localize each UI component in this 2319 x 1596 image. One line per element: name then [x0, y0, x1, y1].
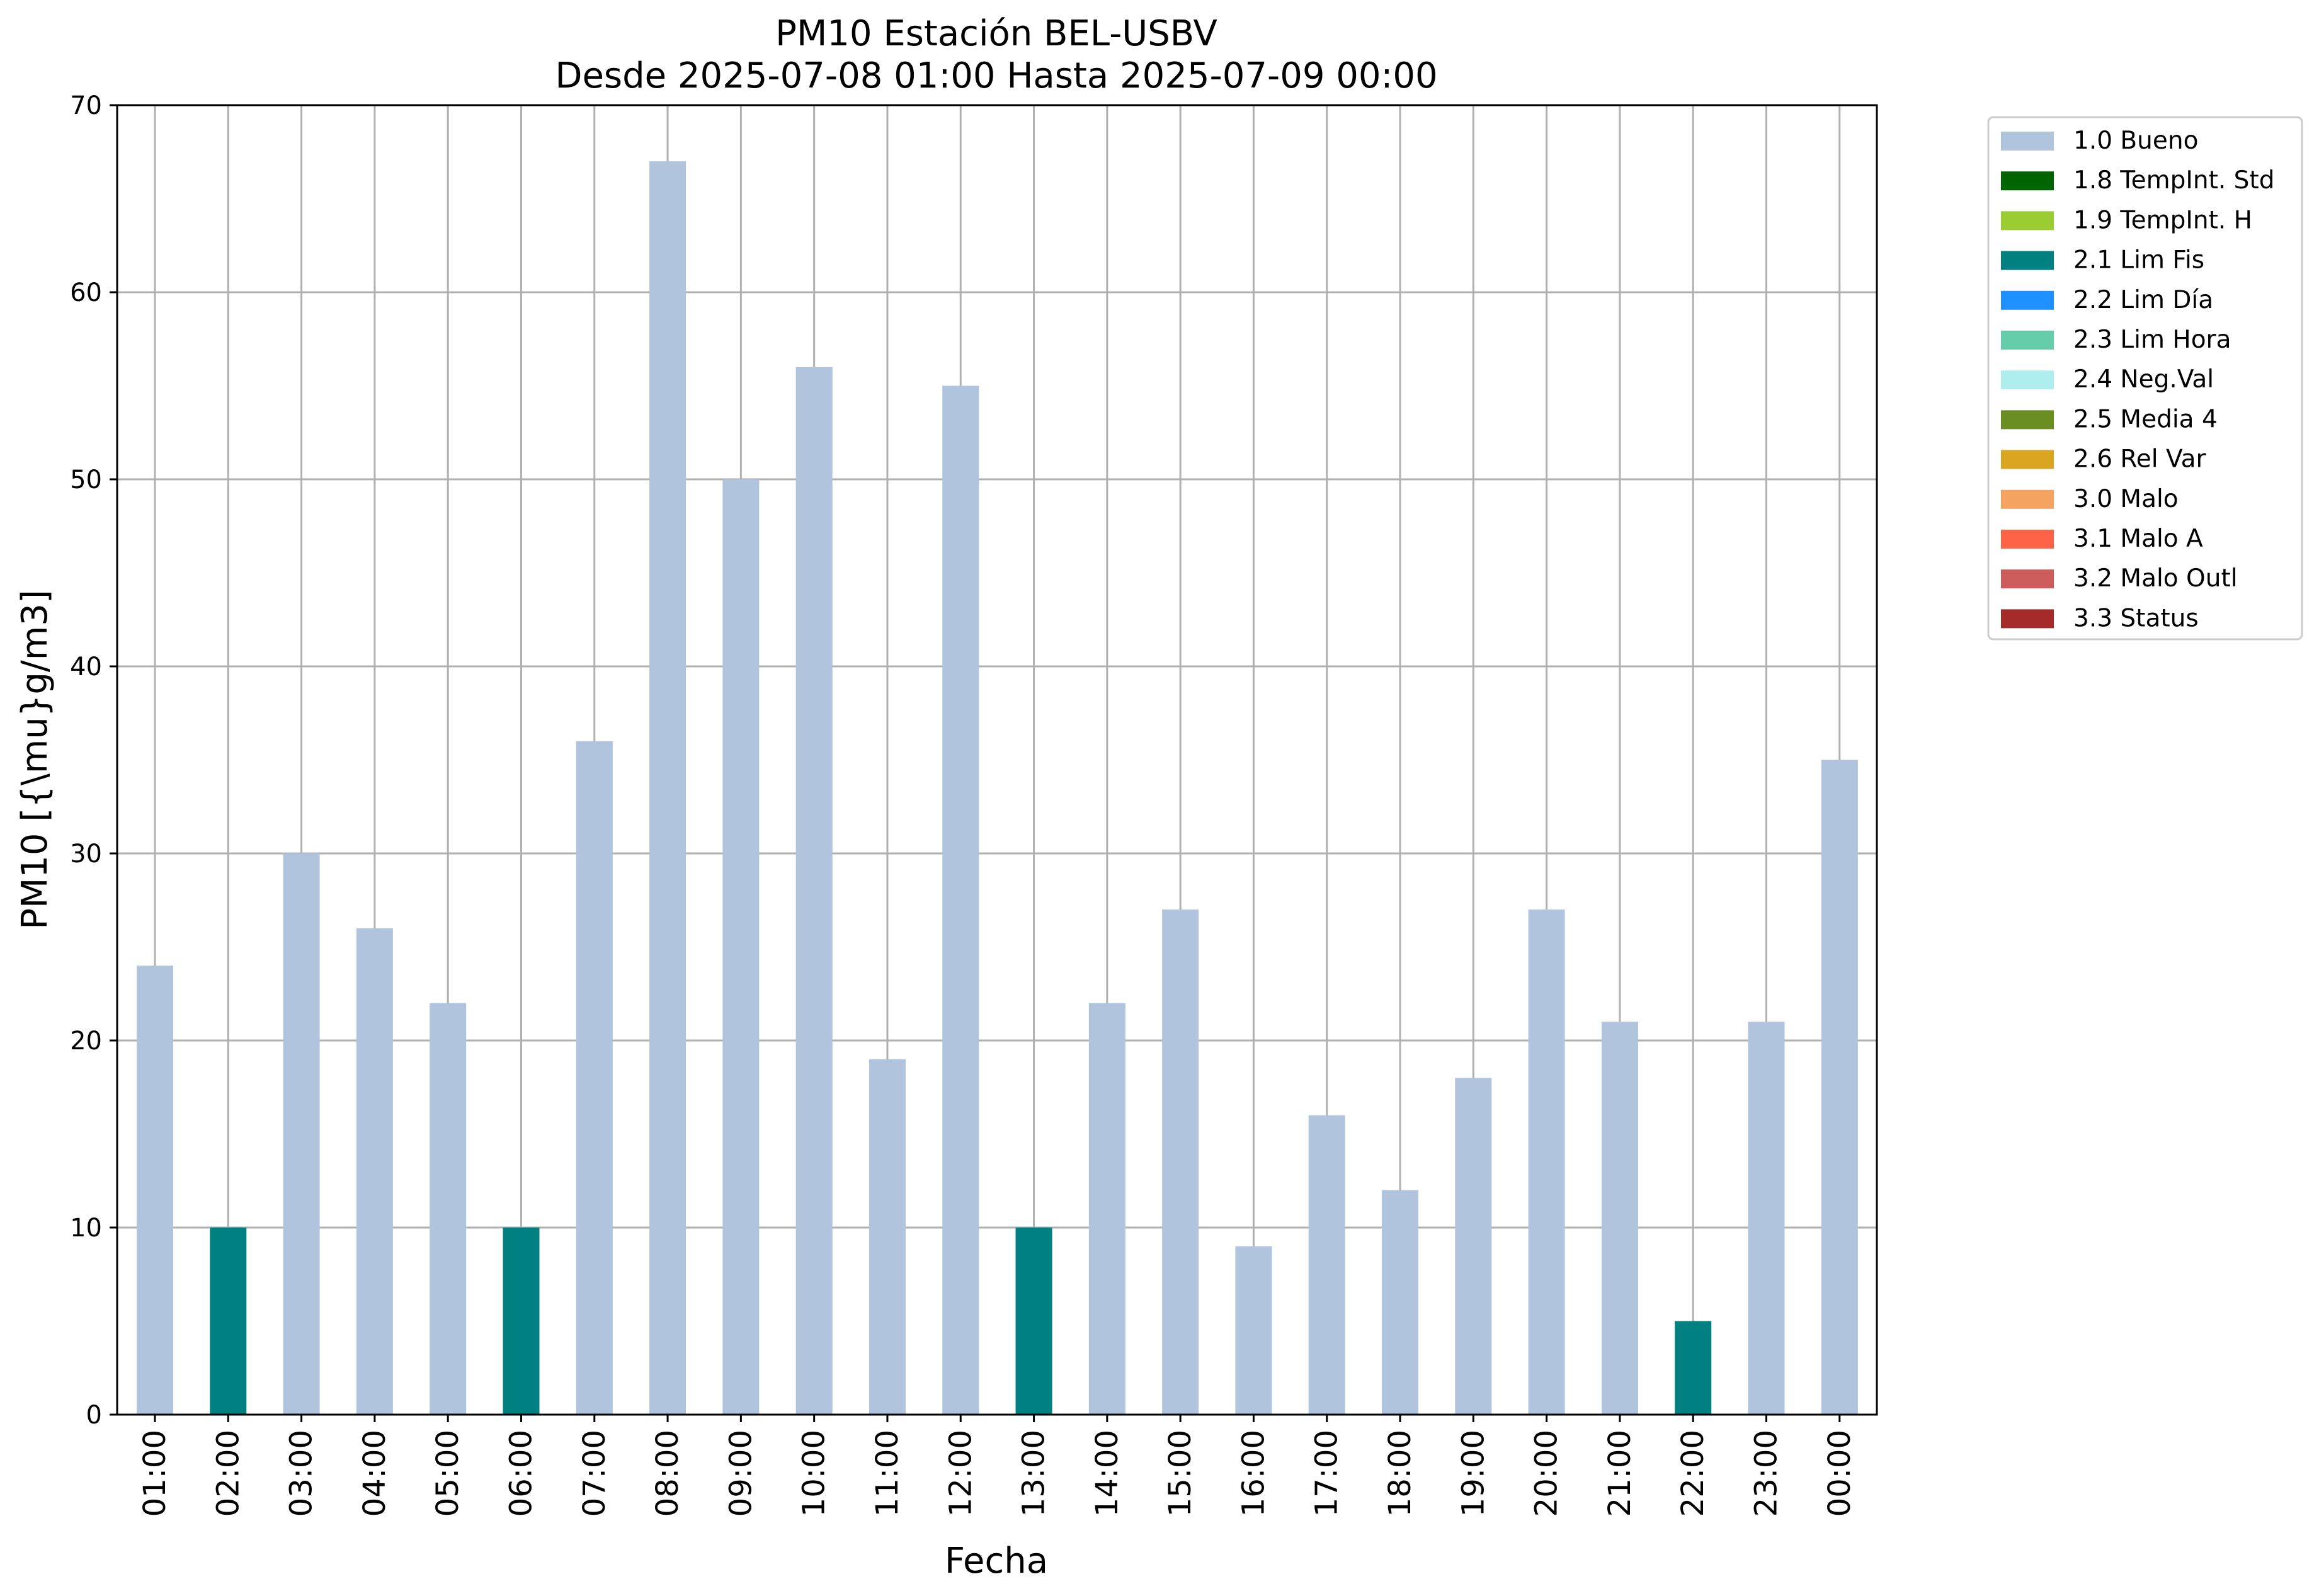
legend-swatch	[2001, 609, 2054, 629]
bar	[1088, 1003, 1125, 1415]
legend-swatch	[2001, 132, 2054, 151]
bar	[283, 853, 320, 1415]
x-tick-label: 17:00	[1309, 1430, 1345, 1517]
bar	[722, 479, 760, 1415]
bar	[1821, 760, 1858, 1415]
y-tick-label: 0	[86, 1401, 102, 1430]
legend-frame	[1987, 116, 2303, 641]
legend-label: 2.4 Neg.Val	[2073, 365, 2214, 394]
x-tick-label: 00:00	[1822, 1430, 1857, 1517]
x-tick-label: 19:00	[1456, 1430, 1491, 1517]
x-tick-label: 02:00	[210, 1430, 246, 1517]
bar	[649, 161, 687, 1415]
bar	[1748, 1022, 1785, 1415]
legend-label: 2.6 Rel Var	[2073, 445, 2207, 474]
x-tick-label: 14:00	[1090, 1430, 1125, 1517]
legend-label: 1.8 TempInt. Std	[2073, 166, 2274, 195]
y-tick-label: 20	[70, 1027, 102, 1056]
x-tick-label: 10:00	[797, 1430, 832, 1517]
x-tick-label: 21:00	[1602, 1430, 1638, 1517]
bar	[576, 741, 613, 1415]
bar	[503, 1228, 540, 1415]
x-tick-label: 22:00	[1675, 1430, 1711, 1517]
y-tick-label: 70	[70, 91, 102, 120]
x-tick-label: 03:00	[284, 1430, 319, 1517]
bar	[1382, 1190, 1419, 1415]
x-tick-label: 05:00	[430, 1430, 465, 1517]
y-tick-label: 10	[70, 1214, 102, 1243]
x-tick-label: 23:00	[1749, 1430, 1784, 1517]
legend-swatch	[2001, 251, 2054, 270]
bar	[1162, 909, 1199, 1415]
x-tick-label: 06:00	[503, 1430, 538, 1517]
x-tick-label: 11:00	[870, 1430, 905, 1517]
bar	[1675, 1321, 1712, 1415]
y-axis-ticks: 0 10 20 30 40 50 60 70	[70, 91, 117, 1430]
legend-label: 2.5 Media 4	[2073, 405, 2218, 433]
legend-swatch	[2001, 171, 2054, 191]
legend-swatch	[2001, 410, 2054, 430]
x-tick-label: 20:00	[1529, 1430, 1564, 1517]
bar	[1308, 1115, 1345, 1415]
bar	[1601, 1022, 1638, 1415]
legend-label: 3.0 Malo	[2073, 485, 2179, 513]
legend-label: 2.2 Lim Día	[2073, 286, 2213, 314]
x-tick-label: 01:00	[137, 1430, 173, 1517]
bars-group	[137, 161, 1858, 1415]
bar	[210, 1228, 247, 1415]
legend-swatch	[2001, 211, 2054, 231]
x-tick-label: 16:00	[1236, 1430, 1271, 1517]
legend-label: 3.3 Status	[2073, 604, 2199, 632]
x-tick-label: 15:00	[1163, 1430, 1198, 1517]
bar	[942, 385, 979, 1415]
bar	[356, 928, 393, 1415]
bar	[1455, 1078, 1492, 1415]
x-tick-label: 04:00	[357, 1430, 392, 1517]
x-tick-label: 07:00	[577, 1430, 612, 1517]
x-tick-label: 09:00	[723, 1430, 758, 1517]
x-axis-label: Fecha	[945, 1541, 1048, 1582]
bar	[1235, 1246, 1272, 1415]
y-tick-label: 50	[70, 465, 102, 494]
bar	[137, 966, 173, 1415]
legend-swatch	[2001, 370, 2054, 390]
legend-label: 3.2 Malo Outl	[2073, 564, 2238, 593]
bar	[1015, 1228, 1052, 1415]
y-axis-label: PM10 [{\mu}g/m3]	[14, 590, 55, 930]
legend-swatch	[2001, 331, 2054, 350]
x-tick-label: 18:00	[1382, 1430, 1418, 1517]
legend-label: 1.9 TempInt. H	[2073, 206, 2252, 234]
bar	[1528, 909, 1565, 1415]
legend-swatch	[2001, 290, 2054, 310]
bar	[430, 1003, 467, 1415]
legend-label: 2.1 Lim Fis	[2073, 246, 2204, 275]
bar	[795, 367, 833, 1415]
legend-label: 1.0 Bueno	[2073, 127, 2198, 155]
chart-title: PM10 Estación BEL-USBV	[775, 13, 1217, 54]
legend-swatch	[2001, 450, 2054, 469]
legend-label: 3.1 Malo A	[2073, 525, 2203, 553]
x-tick-label: 08:00	[650, 1430, 685, 1517]
legend: 1.0 Bueno 1.8 TempInt. Std 1.9 TempInt. H 2…	[1987, 116, 2303, 641]
legend-label: 2.3 Lim Hora	[2073, 326, 2231, 354]
legend-swatch	[2001, 530, 2054, 549]
y-tick-label: 30	[70, 840, 102, 869]
bar	[869, 1059, 906, 1415]
x-tick-label: 13:00	[1017, 1430, 1052, 1517]
chart-subtitle: Desde 2025-07-08 01:00 Hasta 2025-07-09 …	[555, 55, 1437, 96]
legend-swatch	[2001, 569, 2054, 589]
x-tick-label: 12:00	[943, 1430, 978, 1517]
x-axis-ticks: 01:00 02:00 03:00 04:00 05:00 06:00 07:00 08:00…	[137, 1415, 1857, 1517]
legend-swatch	[2001, 489, 2054, 509]
y-tick-label: 40	[70, 653, 102, 681]
y-tick-label: 60	[70, 278, 102, 307]
plot-frame	[116, 104, 1878, 1416]
